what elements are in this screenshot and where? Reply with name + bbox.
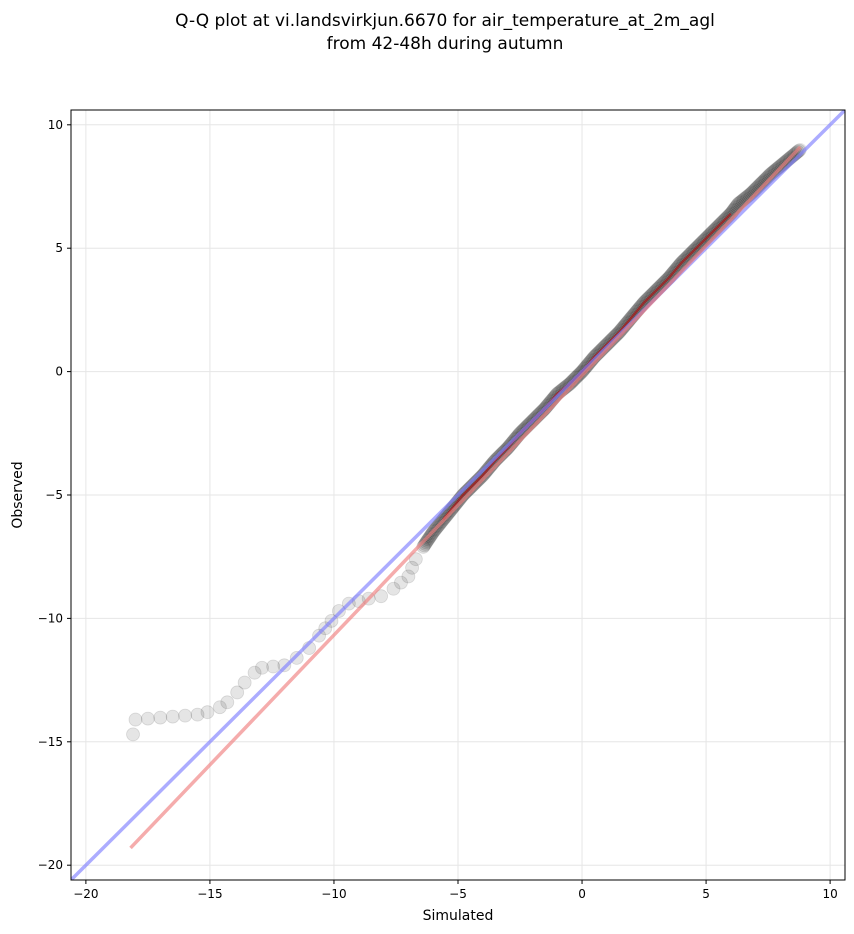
- y-axis-ticks: −20 −15 −10 −5 0 5 10: [38, 118, 71, 872]
- qq-point: [405, 560, 420, 575]
- qq-point: [190, 707, 205, 722]
- qq-point: [237, 675, 252, 690]
- qq-point: [200, 705, 215, 720]
- y-axis-label: Observed: [10, 461, 26, 528]
- x-tick-label: −5: [449, 887, 467, 901]
- y-tick-label: 0: [55, 365, 63, 379]
- x-axis-ticks: −20 −15 −10 −5 0 5 10: [73, 880, 838, 901]
- x-tick-label: 5: [702, 887, 710, 901]
- chart-title-line-1: Q-Q plot at vi.landsvirkjun.6670 for air…: [175, 11, 715, 31]
- identity-line: [71, 110, 845, 880]
- qq-point: [374, 589, 388, 604]
- y-tick-label: −10: [38, 611, 63, 625]
- qq-point: [408, 552, 423, 567]
- qq-point: [767, 163, 782, 178]
- x-tick-label: −15: [197, 887, 222, 901]
- x-tick-label: −10: [321, 887, 346, 901]
- qq-point: [220, 695, 235, 710]
- chart-title-line-2: from 42-48h during autumn: [327, 34, 564, 54]
- qq-point: [165, 709, 180, 724]
- qq-point: [247, 665, 262, 680]
- x-axis-label: Simulated: [423, 908, 494, 924]
- qq-point: [766, 165, 781, 179]
- qq-point: [765, 166, 779, 180]
- qq-point: [128, 712, 143, 727]
- qq-point: [420, 534, 435, 548]
- qq-point: [421, 532, 436, 547]
- y-tick-label: −5: [45, 488, 63, 502]
- qq-point: [394, 575, 408, 590]
- x-tick-label: −20: [73, 887, 98, 901]
- qq-point: [769, 162, 783, 177]
- qq-point: [386, 581, 401, 596]
- x-tick-label: 10: [822, 887, 837, 901]
- reference-lines: [71, 110, 845, 880]
- qq-point: [255, 660, 269, 675]
- fit-line: [129, 145, 802, 850]
- qq-point: [230, 685, 245, 700]
- qq-point: [126, 727, 140, 742]
- y-tick-label: −20: [38, 858, 63, 872]
- y-tick-label: −15: [38, 735, 63, 749]
- qq-point: [153, 710, 168, 725]
- x-tick-label: 0: [578, 887, 586, 901]
- qq-point: [266, 659, 281, 674]
- qq-point: [178, 708, 193, 723]
- qq-point: [419, 535, 434, 550]
- y-tick-label: 10: [48, 118, 63, 132]
- qq-point: [401, 569, 416, 584]
- qq-point: [212, 700, 227, 715]
- y-tick-label: 5: [55, 241, 63, 255]
- qq-point: [141, 711, 155, 726]
